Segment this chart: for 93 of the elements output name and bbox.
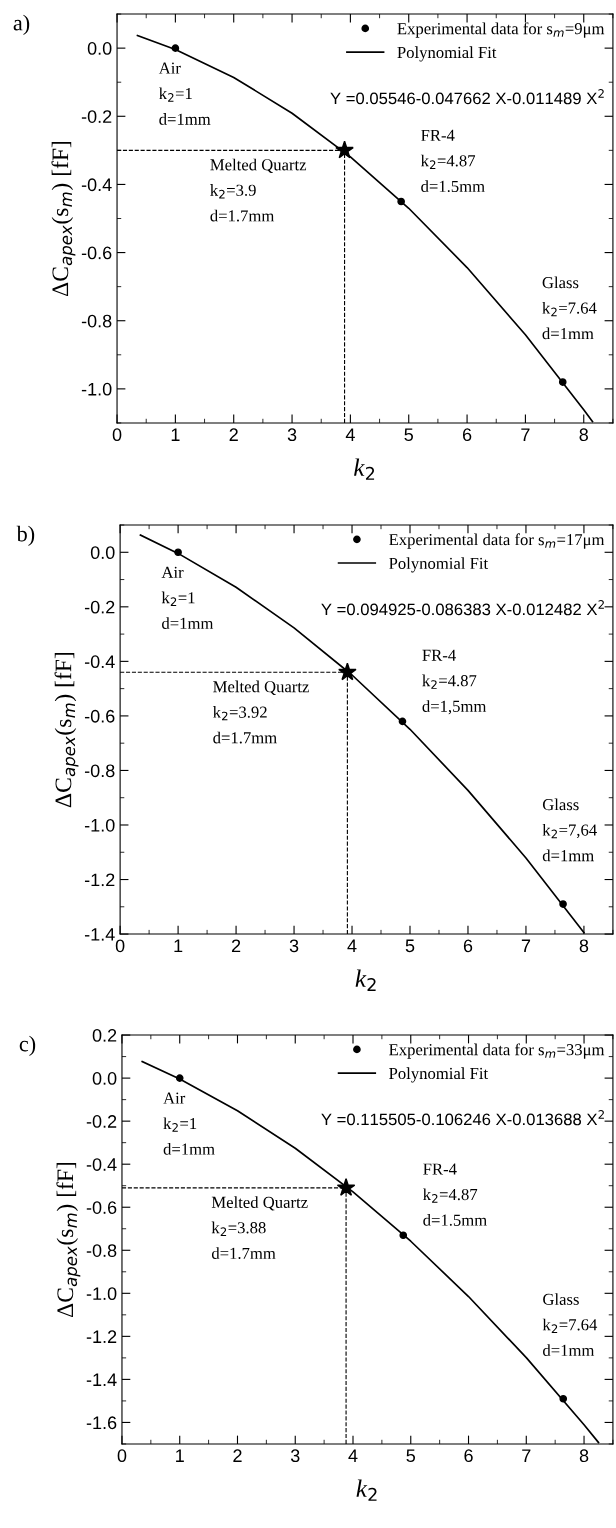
x-tick-label: 1: [176, 1449, 184, 1462]
y-tick-label: -0.2: [86, 1115, 117, 1128]
x-tick-label: 2: [233, 1449, 242, 1462]
y-tick-label: -0.6: [84, 709, 115, 723]
x-axis-title: k$_{2}$: [356, 1479, 377, 1501]
y-tick-label: -0.2: [84, 600, 115, 614]
x-tick-label: 0: [115, 939, 125, 953]
y-tick-label: 0.0: [87, 42, 112, 55]
legend-label: Experimental data for s$_{m}$=33μm: [389, 1043, 605, 1059]
x-tick-label: 5: [406, 1449, 416, 1463]
annotation: Y =0.05546-0.047662 X-0.011489 X$^{2}$: [330, 89, 604, 105]
x-tick-label: 8: [579, 428, 588, 442]
point: [335, 140, 354, 159]
x-tick-label: 2: [231, 939, 241, 953]
point: [559, 1394, 568, 1403]
y-axis-title: ΔC$_{apex}$(s$_{m}$) [fF]: [54, 652, 79, 808]
annotation: Melted Quartz k$_{2}$=3.92 d=1.7mm: [212, 680, 309, 744]
x-tick-label: 0: [117, 1449, 127, 1463]
annotation: Air k$_{2}$=1 d=1mm: [163, 1092, 215, 1155]
point: [171, 44, 180, 52]
legend-label: Experimental data for s$_{m}$=9μm: [397, 22, 605, 38]
x-tick-label: 3: [287, 428, 297, 442]
point: [336, 1178, 356, 1196]
y-tick-label: -1.6: [86, 1416, 117, 1430]
legend-label: Polynomial Fit: [389, 1067, 489, 1083]
x-tick-label: 3: [290, 1449, 300, 1463]
x-tick-label: 3: [289, 939, 299, 953]
annotation: Glass k$_{2}$=7,64 d=1mm: [542, 798, 597, 862]
x-tick-label: 8: [579, 1449, 589, 1463]
legend-label: Polynomial Fit: [397, 46, 497, 62]
x-axis-title: k$_{2}$: [355, 969, 376, 991]
annotation: Glass k$_{2}$=7.64 d=1mm: [542, 276, 597, 340]
y-tick-label: -0.4: [81, 178, 112, 192]
point: [338, 662, 357, 681]
point: [174, 548, 182, 557]
x-tick-label: 5: [404, 428, 413, 442]
x-axis-title: k$_{2}$: [354, 458, 375, 480]
annotation: Melted Quartz k$_{2}$=3.88 d=1.7mm: [211, 1196, 308, 1260]
y-tick-label: -0.2: [81, 110, 112, 123]
y-tick-label: -0.4: [86, 1158, 117, 1171]
y-tick-label: -1.4: [86, 1373, 117, 1386]
x-tick-label: 4: [347, 939, 357, 953]
y-tick-label: -1.0: [86, 1287, 117, 1301]
legend-label: Polynomial Fit: [389, 557, 489, 573]
x-tick-label: 7: [522, 1449, 531, 1462]
x-tick-label: 1: [174, 939, 183, 953]
x-tick-label: 4: [348, 1449, 358, 1462]
annotation: Air k$_{2}$=1 d=1mm: [158, 62, 211, 125]
annotation: FR-4 k$_{2}$=4.87 d=1.5mm: [423, 1163, 487, 1226]
x-tick-label: 1: [171, 428, 180, 441]
point: [175, 1074, 184, 1082]
y-tick-label: -1.4: [84, 928, 115, 941]
annotation: FR-4 k$_{2}$=4.87 d=1.5mm: [420, 129, 485, 193]
point: [398, 717, 407, 726]
x-tick-label: 4: [345, 428, 355, 441]
y-tick-label: -0.8: [84, 764, 115, 778]
y-tick-label: 0.0: [92, 1072, 117, 1085]
y-tick-label: -1.2: [84, 873, 115, 887]
y-tick-label: -0.6: [86, 1201, 117, 1214]
chart-title: a): [13, 14, 30, 35]
annotation: FR-4 k$_{2}$=4.87 d=1,5mm: [422, 649, 487, 715]
x-tick-label: 5: [405, 939, 415, 953]
chart-title: c): [19, 1035, 36, 1056]
annotation: Y =0.115505-0.106246 X-0.013688 X$^{2}$: [321, 1110, 604, 1126]
x-tick-label: 0: [112, 428, 122, 442]
point: [558, 378, 567, 386]
x-tick-label: 7: [521, 939, 531, 953]
y-axis-title: ΔC$_{apex}$(s$_{m}$) [fF]: [56, 1162, 81, 1318]
y-tick-label: -1.0: [84, 818, 115, 832]
chart-title: b): [16, 525, 35, 546]
annotation: Air k$_{2}$=1 d=1mm: [161, 566, 214, 629]
annotation: Melted Quartz k$_{2}$=3.9 d=1.7mm: [210, 158, 307, 222]
annotation: Glass k$_{2}$=7.64 d=1mm: [542, 1293, 598, 1356]
x-tick-label: 7: [521, 428, 530, 441]
point: [399, 1231, 408, 1240]
x-tick-label: 6: [463, 939, 473, 953]
y-tick-label: -1.0: [81, 382, 112, 396]
legend-label: Experimental data for s$_{m}$=17μm: [389, 533, 605, 549]
x-tick-label: 8: [579, 939, 589, 953]
y-tick-label: 0.2: [92, 1029, 117, 1042]
y-tick-label: -0.4: [84, 655, 115, 669]
x-tick-label: 6: [462, 428, 472, 442]
point: [559, 900, 567, 908]
y-tick-label: -0.8: [81, 314, 112, 328]
y-tick-label: -0.8: [86, 1244, 117, 1257]
x-tick-label: 6: [464, 1449, 473, 1463]
point: [397, 197, 405, 206]
y-axis-title: ΔC$_{apex}$(s$_{m}$) [fF]: [51, 141, 76, 297]
y-tick-label: 0.0: [90, 546, 115, 560]
y-tick-label: -1.2: [86, 1330, 117, 1343]
y-tick-label: -0.6: [81, 246, 112, 260]
annotation: Y =0.094925-0.086383 X-0.012482 X$^{2}$: [321, 600, 604, 616]
x-tick-label: 2: [229, 428, 238, 441]
